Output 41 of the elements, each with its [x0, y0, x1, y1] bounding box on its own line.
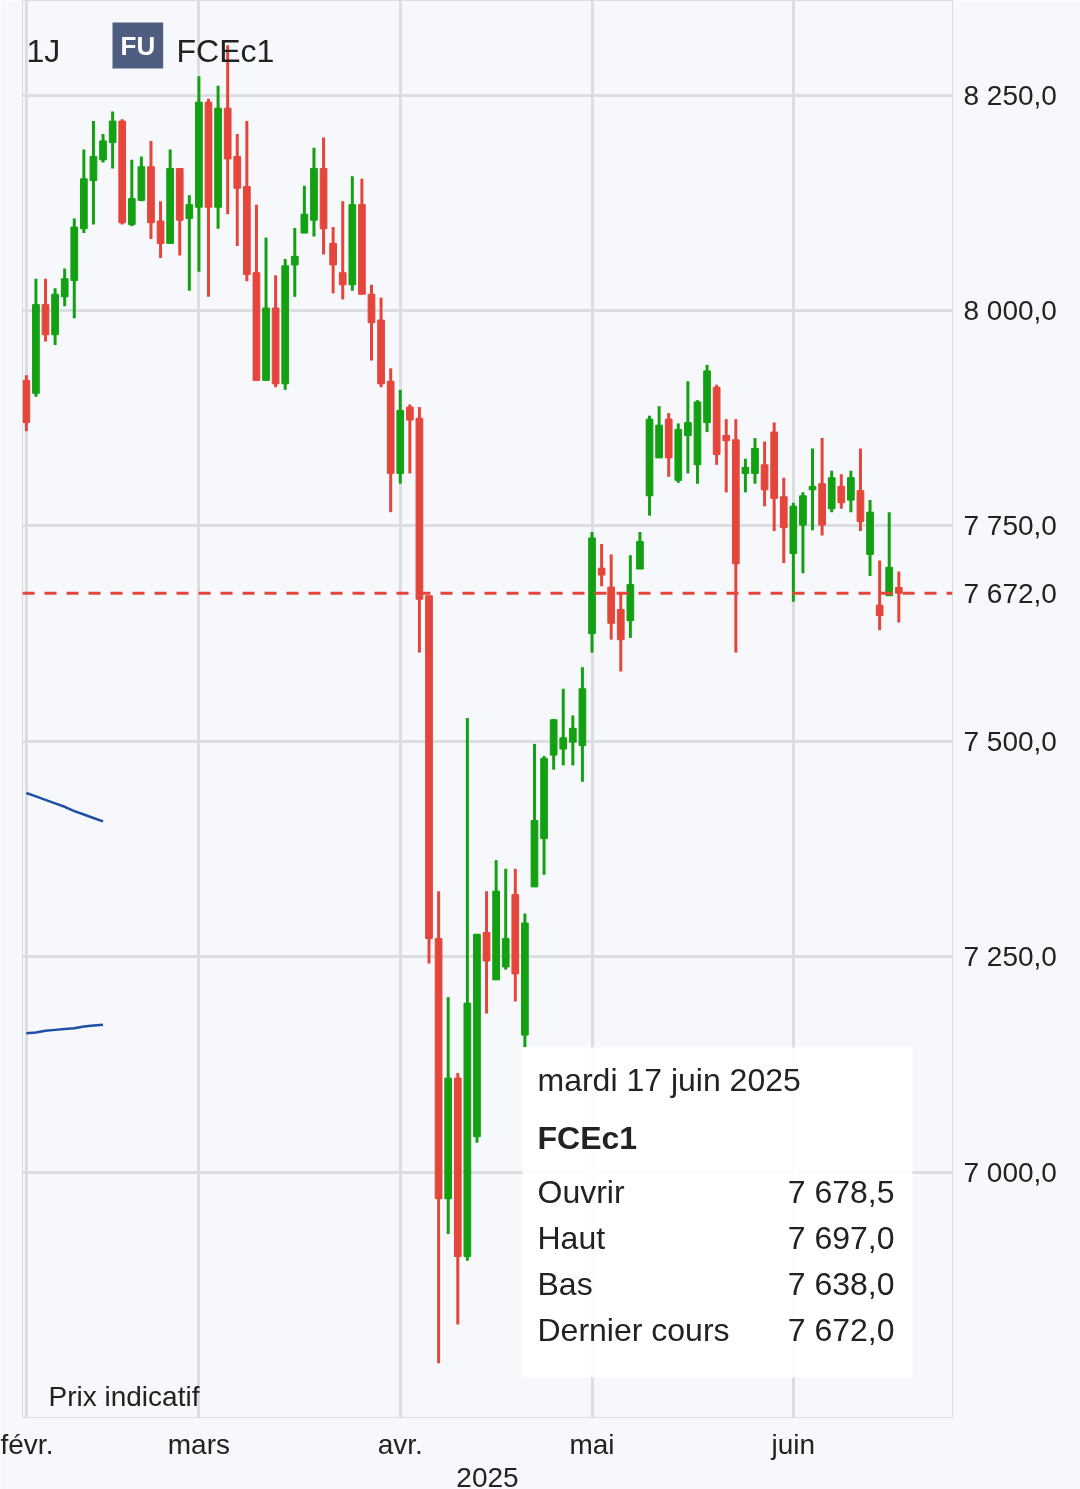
candlestick: [837, 474, 846, 509]
x-tick-label: juin: [770, 1428, 816, 1460]
annotation: 7 672,0: [787, 1311, 895, 1348]
candlestick: [338, 201, 347, 300]
candlestick: [290, 227, 299, 297]
y-tick-label: 8 000,0: [963, 295, 1057, 327]
annotation: mardi 17 juin 2025: [537, 1061, 801, 1098]
x-tick-label: févr.: [0, 1428, 54, 1460]
annotation: 7 678,5: [787, 1173, 895, 1210]
y-tick-label: 7 750,0: [963, 510, 1057, 542]
candlestick: [847, 469, 855, 514]
annotation: Ouvrir: [537, 1173, 625, 1210]
candlestick: [808, 448, 817, 531]
y-tick-label: 7 500,0: [963, 725, 1057, 757]
candlestick: [156, 201, 165, 259]
y-tick-label: 7 250,0: [963, 941, 1057, 973]
annotation: 7 638,0: [787, 1265, 895, 1302]
x-tick-label: mars: [167, 1428, 231, 1460]
annotation: FCEc1: [537, 1119, 638, 1156]
x-tick-label: mai: [569, 1428, 615, 1460]
ref-line-label: 7 672,0: [963, 577, 1057, 609]
line-series: [25, 1023, 105, 1035]
candlestick: [329, 227, 337, 294]
candlestick: [99, 134, 107, 163]
candlestick: [108, 111, 117, 169]
annotation: Haut: [537, 1219, 606, 1256]
annotation: FU: [120, 30, 156, 61]
annotation: 1J: [26, 32, 61, 69]
candlestick: [741, 457, 750, 493]
candlestick: [300, 185, 309, 234]
x-tick-label: avr.: [377, 1428, 423, 1460]
annotation: 7 697,0: [787, 1219, 895, 1256]
candlestick: [185, 195, 194, 291]
x-axis-title: 2025: [456, 1461, 519, 1489]
y-tick-label: 7 000,0: [963, 1156, 1057, 1188]
annotation: Bas: [537, 1265, 593, 1302]
annotation: Prix indicatif: [48, 1380, 200, 1412]
line-series: [25, 791, 105, 823]
y-tick-label: 8 250,0: [963, 79, 1057, 111]
annotation: Dernier cours: [537, 1311, 730, 1348]
candlestick: [597, 544, 606, 587]
